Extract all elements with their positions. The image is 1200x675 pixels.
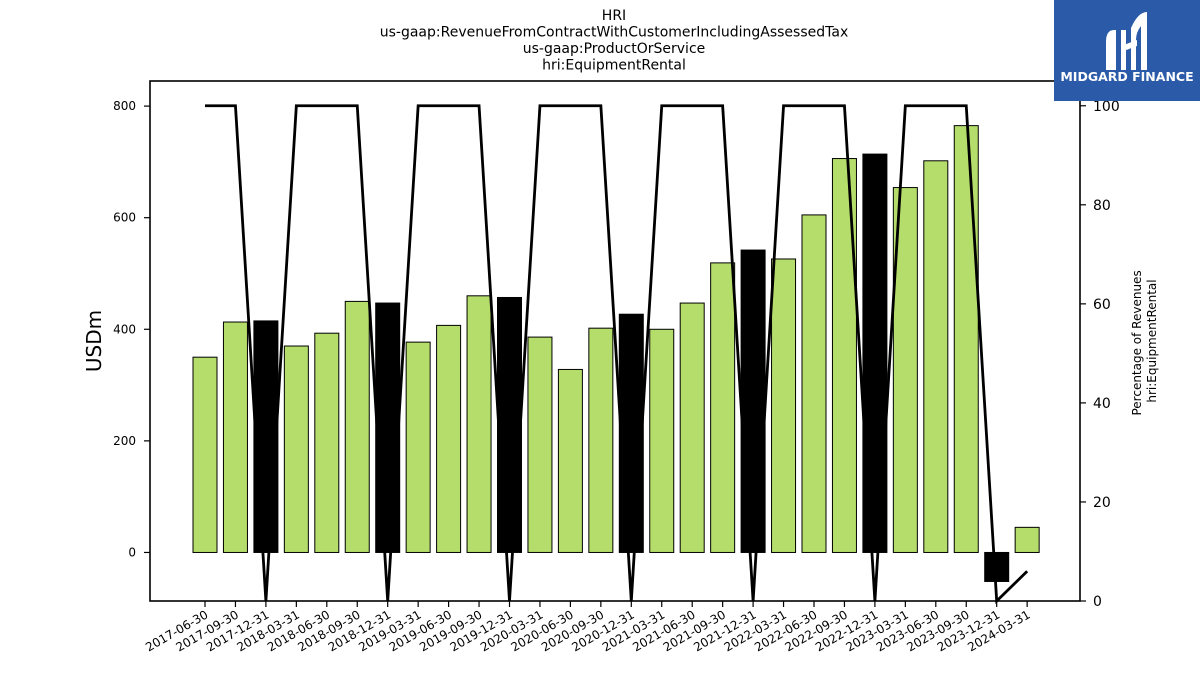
bar-2018-09-30 xyxy=(344,300,370,553)
bar-2022-12-31 xyxy=(862,153,888,553)
bar-2023-03-31 xyxy=(892,187,918,553)
title-line-3: us-gaap:ProductOrService xyxy=(523,41,706,57)
bar-2020-03-31 xyxy=(527,336,553,553)
y2-tick-label: 40 xyxy=(1093,396,1111,412)
title-line-4: hri:EquipmentRental xyxy=(542,58,686,74)
y2-tick-label: 80 xyxy=(1093,198,1111,214)
y-tick-label: 200 xyxy=(113,434,136,448)
plot-frame xyxy=(149,80,1081,602)
y-axis-right: 0 20 40 60 80 100 xyxy=(1080,99,1120,610)
bar-2023-06-30 xyxy=(923,160,949,553)
bar-2019-06-30 xyxy=(436,324,462,553)
bar-2019-09-30 xyxy=(466,295,492,553)
bar-2019-12-31 xyxy=(497,296,522,553)
logo-mark-icon xyxy=(1106,12,1147,70)
y2-tick-label: 0 xyxy=(1093,594,1102,610)
bar-2020-12-31 xyxy=(618,313,644,553)
logo-text: MIDGARD FINANCE xyxy=(1060,69,1193,84)
bar-2021-03-31 xyxy=(649,328,675,553)
bar-2017-09-30 xyxy=(222,321,248,553)
y-tick-label: 600 xyxy=(113,211,136,225)
y2-tick-label: 100 xyxy=(1093,99,1120,115)
bar-2023-09-30 xyxy=(953,125,979,553)
y2-axis-label: Percentage of Revenues hri:EquipmentRent… xyxy=(1130,266,1159,415)
bar-2024-03-31 xyxy=(1014,526,1040,553)
bar-2017-06-30 xyxy=(192,356,218,553)
bar-2018-06-30 xyxy=(314,332,340,553)
y-tick-label: 800 xyxy=(113,99,136,113)
percentage-series xyxy=(205,104,1029,605)
bar-2021-06-30 xyxy=(679,302,705,553)
brand-logo: MIDGARD FINANCE xyxy=(1054,0,1200,101)
y-tick-label: 400 xyxy=(113,322,136,336)
y-tick-label: 0 xyxy=(128,545,136,559)
bar-2021-09-30 xyxy=(710,262,736,553)
chart-title: HRIus-gaap:RevenueFromContractWithCustom… xyxy=(380,8,849,74)
bars xyxy=(192,125,1040,582)
bar-2019-03-31 xyxy=(405,341,431,553)
title-line-1: HRI xyxy=(602,8,626,24)
bar-2018-03-31 xyxy=(283,345,309,553)
bar-2018-12-31 xyxy=(375,302,401,553)
percentage-line xyxy=(205,104,1029,605)
y2-tick-label: 20 xyxy=(1093,495,1111,511)
y-axis-label: USDm xyxy=(82,310,106,372)
bar-2017-12-31 xyxy=(253,320,279,553)
y2-tick-label: 60 xyxy=(1093,297,1111,313)
y-axis-left: 0 200 400 600 800 xyxy=(113,99,150,559)
bar-2021-12-31 xyxy=(740,249,766,553)
y2-axis-label-line-2: hri:EquipmentRental xyxy=(1145,279,1159,402)
bar-2022-06-30 xyxy=(801,214,827,553)
bar-2022-03-31 xyxy=(771,258,797,553)
bar-2022-09-30 xyxy=(831,158,857,553)
x-axis: 2017-06-302017-09-302017-12-312018-03-31… xyxy=(143,601,1033,654)
bar-2020-06-30 xyxy=(557,368,583,553)
logo-background xyxy=(1054,0,1200,101)
bar-2023-12-31 xyxy=(984,551,1010,582)
bar-2020-09-30 xyxy=(588,327,614,553)
y2-axis-label-line-1: Percentage of Revenues xyxy=(1130,270,1144,415)
title-line-2: us-gaap:RevenueFromContractWithCustomerI… xyxy=(380,25,849,41)
